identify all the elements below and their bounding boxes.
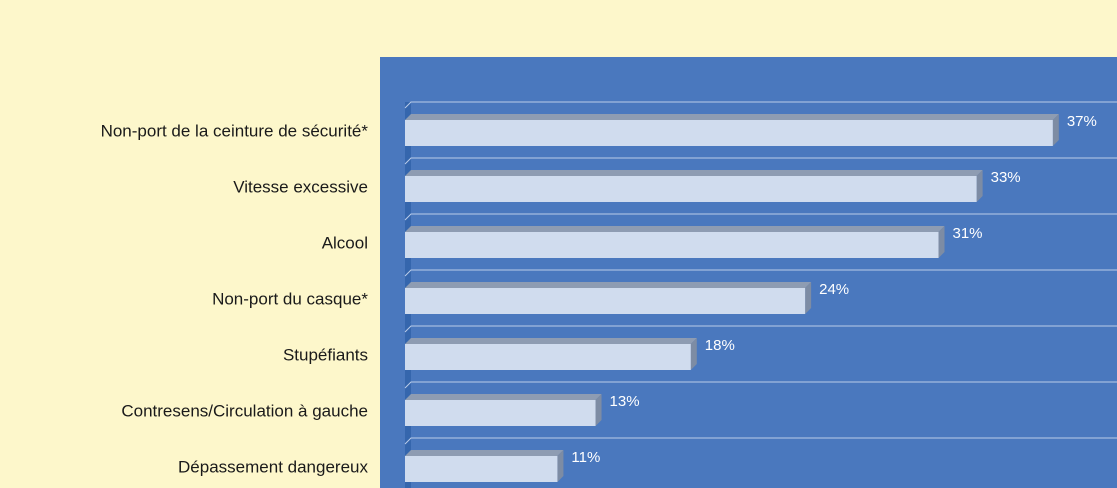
bar: [405, 288, 806, 314]
category-label: Non-port de la ceinture de sécurité*: [101, 121, 369, 140]
separator: [404, 213, 1117, 221]
value-label: 31%: [953, 225, 983, 242]
bar-top: [405, 282, 812, 288]
bar: [405, 120, 1053, 146]
separator: [404, 157, 1117, 165]
category-label: Contresens/Circulation à gauche: [121, 401, 368, 420]
bar-top: [405, 394, 602, 400]
category-label: Non-port du casque*: [212, 289, 368, 308]
bar-side: [1052, 114, 1059, 146]
bar-side: [557, 450, 564, 482]
value-label: 24%: [819, 281, 849, 298]
value-label: 11%: [571, 449, 600, 466]
category-label: Vitesse excessive: [233, 177, 368, 196]
category-label: Dépassement dangereux: [178, 457, 368, 476]
value-label: 33%: [991, 169, 1021, 186]
category-label: Alcool: [322, 233, 368, 252]
bar-top: [405, 450, 564, 456]
bar-top: [405, 338, 697, 344]
bar-side: [690, 338, 697, 370]
bar-side: [595, 394, 602, 426]
separator: [404, 269, 1117, 277]
bar-side: [805, 282, 812, 314]
separator: [404, 101, 1117, 109]
separator: [404, 381, 1117, 389]
bar: [405, 232, 939, 258]
bar: [405, 344, 691, 370]
value-label: 13%: [610, 393, 640, 410]
bar-top: [405, 170, 983, 176]
bar: [405, 456, 558, 482]
bar-top: [405, 114, 1059, 120]
bar-top: [405, 226, 945, 232]
category-label: Stupéfiants: [283, 345, 368, 364]
value-label: 37%: [1067, 113, 1097, 130]
bar-side: [976, 170, 983, 202]
bar: [405, 176, 977, 202]
separator: [404, 437, 1117, 445]
separator: [404, 325, 1117, 333]
bar-side: [938, 226, 945, 258]
value-label: 18%: [705, 337, 735, 354]
bar: [405, 400, 596, 426]
